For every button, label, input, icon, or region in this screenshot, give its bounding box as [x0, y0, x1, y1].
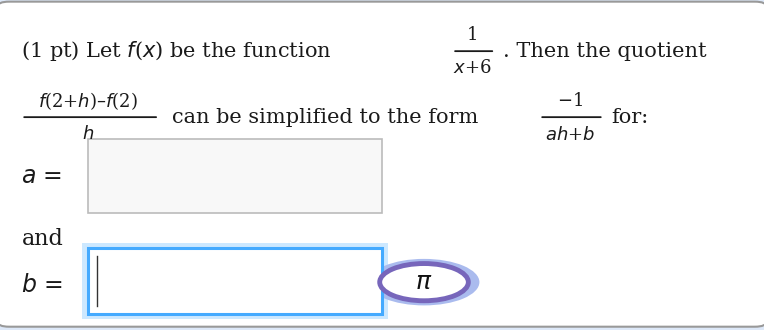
Text: 1: 1	[466, 26, 478, 44]
Text: $h$: $h$	[82, 125, 94, 143]
Text: . Then the quotient: . Then the quotient	[503, 42, 707, 61]
Text: $x$+6: $x$+6	[453, 59, 491, 77]
Text: $\pi$: $\pi$	[416, 271, 432, 294]
Text: $a$ =: $a$ =	[21, 165, 63, 188]
FancyBboxPatch shape	[88, 248, 382, 314]
Ellipse shape	[380, 264, 468, 301]
FancyBboxPatch shape	[82, 243, 388, 319]
Text: $ah$+$b$: $ah$+$b$	[545, 126, 595, 144]
Text: can be simplified to the form: can be simplified to the form	[172, 108, 478, 127]
Text: (1 pt) Let $\it{f}$($\it{x}$) be the function: (1 pt) Let $\it{f}$($\it{x}$) be the fun…	[21, 39, 332, 63]
Ellipse shape	[369, 259, 480, 305]
Text: and: and	[21, 228, 63, 250]
Text: $-$1: $-$1	[557, 92, 583, 110]
FancyBboxPatch shape	[88, 139, 382, 213]
Text: for:: for:	[611, 108, 649, 127]
Text: $f$(2+$h$)–$f$(2): $f$(2+$h$)–$f$(2)	[38, 90, 138, 112]
Text: $b$ =: $b$ =	[21, 274, 63, 297]
